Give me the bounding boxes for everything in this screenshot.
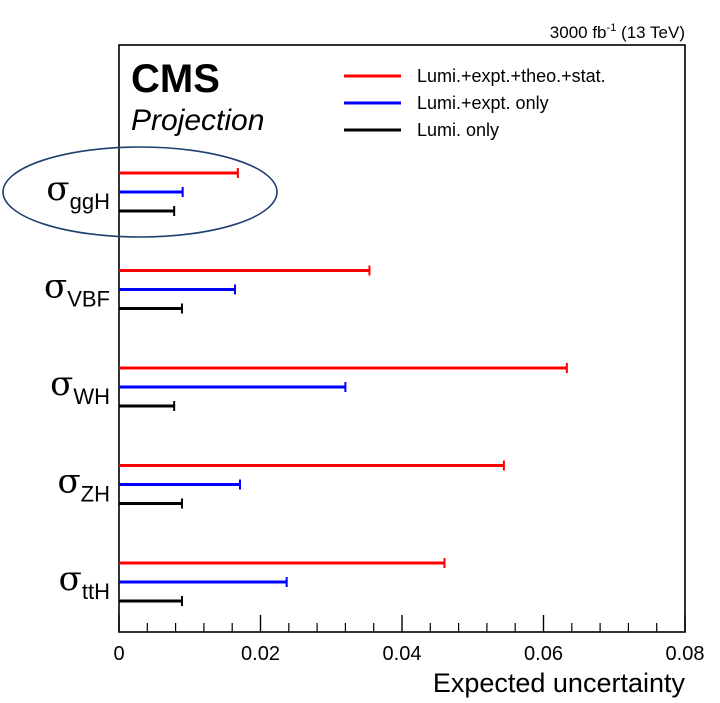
x-tick-label: 0.06 [524,643,563,665]
header-lumi-exponent: -1 [607,22,617,34]
experiment-label: CMS [131,57,220,101]
legend: Lumi.+expt.+theo.+stat. Lumi.+expt. only L… [344,66,606,140]
category-label-WH: σWH [50,364,110,409]
projection-label: Projection [131,104,264,137]
legend-item-3: Lumi. only [344,120,499,140]
bar-ttH-3 [119,596,183,606]
legend-label: Lumi. only [417,120,499,140]
bar-ggH-2 [119,187,184,197]
x-axis-label: Expected uncertainty [433,668,686,698]
bar-WH-2 [119,382,347,392]
x-tick-label: 0.02 [241,643,280,665]
x-tick-label: 0 [113,643,124,665]
category-label-ggH: σggH [46,169,110,214]
bar-VBF-1 [119,265,371,276]
header-energy: (13 TeV) [621,23,685,42]
bar-ggH-3 [119,206,176,216]
legend-label: Lumi.+expt. only [417,93,549,113]
category-label-ttH: σttH [59,559,110,604]
bar-ZH-3 [119,498,183,509]
bar-ttH-2 [119,577,288,587]
bar-VBF-3 [119,303,183,314]
category-label-VBF: σVBF [44,267,110,312]
highlight-ellipse [2,146,278,238]
bar-ZH-2 [119,479,241,490]
bar-WH-1 [119,363,568,373]
bars [119,168,568,606]
x-tick-label: 0.04 [383,643,422,665]
category-labels: σggH σVBF σWH σZH σttH [44,169,110,604]
bar-ttH-1 [119,558,446,568]
bar-ZH-1 [119,460,505,471]
category-label-ZH: σZH [57,462,110,507]
x-axis: 0 0.02 0.04 0.06 0.08 [113,615,704,665]
bar-WH-3 [119,401,176,411]
header-lumi: 3000 fb [550,23,607,42]
header-label: 3000 fb-1 (13 TeV) [550,22,685,42]
bar-VBF-2 [119,284,237,295]
legend-label: Lumi.+expt.+theo.+stat. [417,66,606,86]
bar-ggH-1 [119,168,239,178]
legend-item-2: Lumi.+expt. only [344,93,549,113]
x-tick-label: 0.08 [666,643,705,665]
legend-item-1: Lumi.+expt.+theo.+stat. [344,66,606,86]
